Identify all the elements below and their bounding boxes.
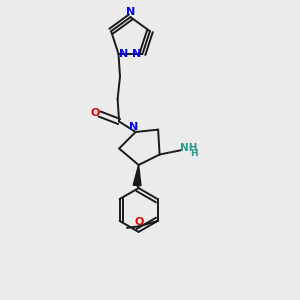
Text: N: N [130, 122, 139, 132]
Text: N: N [133, 49, 142, 59]
Text: N: N [126, 7, 135, 17]
Text: NH: NH [180, 142, 197, 153]
Text: O: O [90, 107, 100, 118]
Polygon shape [133, 165, 141, 186]
Text: H: H [190, 148, 198, 158]
Text: O: O [135, 217, 144, 226]
Text: N: N [119, 49, 128, 59]
